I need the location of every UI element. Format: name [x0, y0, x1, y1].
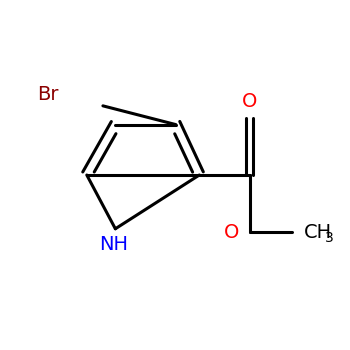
- Text: O: O: [224, 223, 240, 241]
- Text: CH: CH: [303, 223, 332, 241]
- Text: 3: 3: [324, 231, 333, 245]
- Text: Br: Br: [37, 85, 58, 104]
- Text: O: O: [242, 92, 258, 111]
- Text: NH: NH: [99, 236, 128, 254]
